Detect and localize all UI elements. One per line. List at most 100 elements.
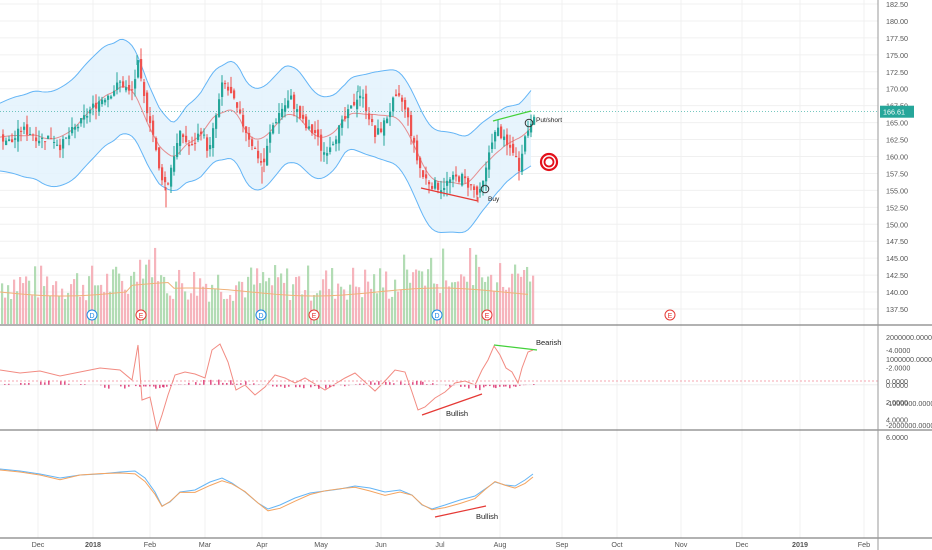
macd-histogram-bar [230, 380, 232, 385]
volume-bar [61, 288, 64, 324]
volume-bar [52, 285, 55, 324]
event-marker [308, 309, 320, 321]
candle-body [170, 167, 173, 187]
volume-bar [442, 248, 445, 324]
macd-histogram-bar [314, 384, 316, 387]
candle-body [104, 99, 107, 103]
candle-body [470, 184, 473, 186]
candle-body [461, 173, 464, 186]
candle-body [107, 95, 110, 100]
candle-body [110, 96, 113, 99]
last-price-tag [880, 105, 914, 118]
macd-histogram-bar [276, 384, 278, 387]
candle-body [32, 134, 35, 136]
x-tick-label: Jul [435, 540, 445, 549]
volume-bar [199, 278, 202, 324]
volume-bar [43, 286, 46, 324]
volume-bar [391, 296, 394, 324]
macd-histogram-bar [272, 384, 274, 387]
macd-tick-label: -4.0000 [886, 346, 910, 355]
macd-histogram-bar [333, 384, 335, 387]
macd-histogram-bar [139, 384, 141, 387]
candle-body [23, 126, 26, 130]
candle-body [14, 138, 17, 140]
candle-body [2, 134, 5, 142]
candle-body [71, 127, 74, 134]
candle-body [224, 83, 227, 85]
candle-body [404, 99, 407, 110]
volume-bar [424, 285, 427, 324]
volume-bar [229, 294, 232, 324]
volume-bar [496, 282, 499, 324]
event-marker [481, 309, 493, 321]
candle-body [116, 82, 119, 90]
candle-body [161, 167, 164, 181]
candle-body [530, 123, 533, 133]
macd-histogram-bar [329, 384, 331, 388]
macd-histogram-bar [483, 384, 485, 388]
volume-bar [316, 293, 319, 324]
candle-body [422, 170, 425, 178]
candle-body [266, 145, 269, 166]
candle-body [341, 119, 344, 128]
candle-body [80, 118, 83, 124]
candle-body [134, 79, 137, 89]
candle-body [35, 137, 38, 142]
candle-body [500, 126, 503, 139]
volume-bar [160, 275, 163, 324]
macd-histogram-bar [8, 383, 10, 385]
candle-body [440, 190, 443, 194]
volume-bar [382, 287, 385, 324]
volume-bar [223, 299, 226, 324]
candle-body [206, 137, 209, 151]
volume-bar [37, 297, 40, 324]
event-marker [86, 309, 98, 321]
candle-body [359, 95, 362, 99]
volume-bar [85, 300, 88, 324]
volume-bar [355, 286, 358, 324]
volume-bar [100, 284, 103, 324]
macd-histogram-bar [393, 383, 395, 385]
candle-body [11, 139, 14, 143]
x-tick-label: Sep [556, 540, 569, 549]
event-marker-label: D [258, 313, 263, 320]
put-short-label: Put/short [536, 117, 562, 124]
macd-histogram-bar [40, 381, 42, 385]
macd-histogram-bar [479, 384, 481, 391]
volume-bar [526, 266, 529, 324]
volume-bar [454, 282, 457, 324]
macd-histogram-bar [389, 382, 391, 385]
macd-histogram-bar [404, 383, 406, 385]
macd-histogram-bar [412, 382, 414, 385]
volume-bar [250, 267, 253, 324]
candle-body [212, 128, 215, 149]
candle-body [44, 141, 47, 143]
candle-body [140, 59, 143, 79]
candle-body [395, 94, 398, 97]
last-price-label: 166.61 [883, 108, 905, 117]
volume-bar [184, 291, 187, 324]
volume-bar [67, 292, 70, 324]
volume-bar [127, 293, 130, 324]
macd-histogram-bar [170, 384, 172, 386]
candle-body [326, 153, 329, 156]
price-tick-label: 175.00 [886, 51, 908, 60]
event-marker-label: D [89, 313, 94, 320]
candle-body [275, 122, 278, 124]
candle-body [488, 152, 491, 170]
candle-body [407, 108, 410, 118]
volume-bar [202, 286, 205, 324]
target-ring [539, 152, 559, 172]
event-marker [255, 309, 267, 321]
volume-bar [499, 263, 502, 324]
macd-histogram-bar [374, 382, 376, 385]
volume-bar [490, 274, 493, 324]
oscillator-pane [0, 343, 878, 432]
macd-histogram-bar [348, 384, 350, 386]
macd-histogram-bar [499, 384, 501, 387]
volume-bar [118, 273, 121, 324]
candle-body [221, 82, 224, 97]
candle-body [176, 143, 179, 158]
